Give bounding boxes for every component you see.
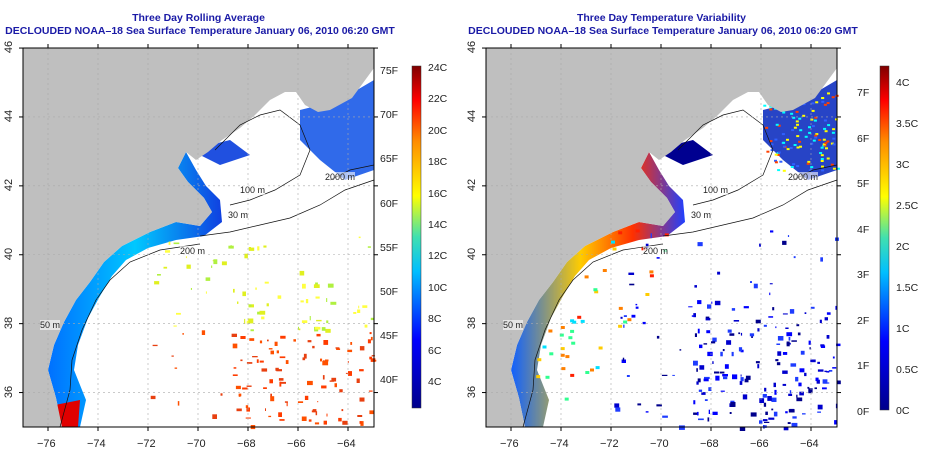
colorbar-c-label: 4C xyxy=(428,376,442,388)
contour-label-c50: 50 m xyxy=(40,320,61,330)
land-mass xyxy=(23,48,374,427)
lon-tick-label: −64 xyxy=(337,438,356,450)
lat-tick-label: 46 xyxy=(466,40,479,54)
colorbar-c-label: 3.5C xyxy=(896,118,919,130)
right-colorbar xyxy=(879,65,890,411)
colorbar-c-label: 8C xyxy=(428,313,442,326)
lon-tick-label: −64 xyxy=(800,438,819,450)
right-subtitle: DECLOUDED NOAA–18 Sea Surface Temperatur… xyxy=(468,25,858,37)
colorbar-c-label: 20C xyxy=(428,124,448,137)
contour-label-c30: 30 m xyxy=(691,210,712,220)
colorbar-c-label: 3C xyxy=(896,159,910,171)
contour-label-c100: 100 m xyxy=(703,185,729,195)
colorbar-f-label: 1F xyxy=(857,360,870,372)
lon-tick-label: −70 xyxy=(187,438,206,450)
colorbar-f-label: 40F xyxy=(380,374,399,387)
colorbar-c-label: 14C xyxy=(428,219,448,231)
contour-label-c2000: 2000 m xyxy=(788,172,819,182)
contour-label-c50: 50 m xyxy=(503,320,524,330)
coastal-sst-band xyxy=(511,152,685,427)
contour-label-c30: 30 m xyxy=(228,210,249,220)
colorbar-c-label: 6C xyxy=(428,344,442,357)
lat-tick-label: 42 xyxy=(3,178,16,191)
colorbar-f-label: 45F xyxy=(380,330,399,343)
colorbar-c-label: 2C xyxy=(896,241,910,253)
colorbar-c-label: 0C xyxy=(896,405,910,417)
right-map xyxy=(482,44,841,431)
lon-tick-label: −76 xyxy=(37,438,56,450)
colorbar-c-label: 18C xyxy=(428,156,448,169)
lon-tick-label: −68 xyxy=(237,438,256,450)
contour-label-c100: 100 m xyxy=(240,185,266,195)
land-mass xyxy=(486,48,837,427)
contour-label-c200: 200 m xyxy=(643,246,669,256)
colorbar-f-label: 4F xyxy=(857,223,870,236)
lon-tick-label: −74 xyxy=(87,438,106,450)
colorbar-c-label: 2.5C xyxy=(896,200,919,212)
colorbar-f-label: 65F xyxy=(380,153,399,166)
lat-tick-label: 40 xyxy=(466,247,479,260)
colorbar-f-label: 60F xyxy=(380,197,399,210)
lat-tick-label: 44 xyxy=(3,109,16,123)
lat-tick-label: 38 xyxy=(3,316,16,329)
colorbar-c-label: 16C xyxy=(428,187,448,200)
colorbar-f-label: 75F xyxy=(380,65,399,77)
lat-tick-label: 36 xyxy=(3,385,16,398)
contour-label-c200: 200 m xyxy=(180,246,206,256)
lat-tick-label: 36 xyxy=(466,385,479,398)
lat-tick-label: 42 xyxy=(466,178,479,191)
right-title: Three Day Temperature Variability xyxy=(576,12,747,24)
lon-tick-label: −66 xyxy=(287,438,306,450)
contour-label-c2000: 2000 m xyxy=(325,172,356,182)
colorbar-c-label: 4C xyxy=(896,77,910,89)
lon-tick-label: −72 xyxy=(600,438,619,450)
colorbar-f-label: 2F xyxy=(857,314,870,327)
colorbar-c-label: 24C xyxy=(428,62,448,74)
coastal-sst-band xyxy=(48,152,222,427)
lat-tick-label: 44 xyxy=(466,109,479,123)
lat-tick-label: 38 xyxy=(466,316,479,329)
lat-tick-label: 40 xyxy=(3,247,16,260)
lon-tick-label: −72 xyxy=(137,438,156,450)
colorbar-f-label: 3F xyxy=(857,269,870,281)
lon-tick-label: −74 xyxy=(550,438,569,450)
colorbar-f-label: 70F xyxy=(380,109,399,122)
colorbar-c-label: 1C xyxy=(896,323,910,335)
colorbar-c-label: 0.5C xyxy=(896,364,919,376)
colorbar-f-label: 0F xyxy=(857,405,870,418)
colorbar-c-label: 10C xyxy=(428,281,448,294)
lon-tick-label: −66 xyxy=(750,438,769,450)
lat-tick-label: 46 xyxy=(3,40,16,54)
left-map xyxy=(19,44,378,431)
colorbar-c-label: 12C xyxy=(428,250,448,263)
lon-tick-label: −68 xyxy=(700,438,719,450)
left-title: Three Day Rolling Average xyxy=(132,12,265,24)
colorbar-f-label: 55F xyxy=(380,241,399,254)
colorbar-f-label: 5F xyxy=(857,178,870,190)
colorbar-f-label: 7F xyxy=(857,87,870,99)
colorbar-f-label: 6F xyxy=(857,132,870,145)
colorbar-f-label: 50F xyxy=(380,286,399,298)
colorbar-c-label: 22C xyxy=(428,93,448,106)
left-subtitle: DECLOUDED NOAA–18 Sea Surface Temperatur… xyxy=(5,25,395,37)
lon-tick-label: −76 xyxy=(500,438,519,450)
left-colorbar xyxy=(411,65,422,409)
colorbar-c-label: 1.5C xyxy=(896,282,919,294)
lon-tick-label: −70 xyxy=(650,438,669,450)
